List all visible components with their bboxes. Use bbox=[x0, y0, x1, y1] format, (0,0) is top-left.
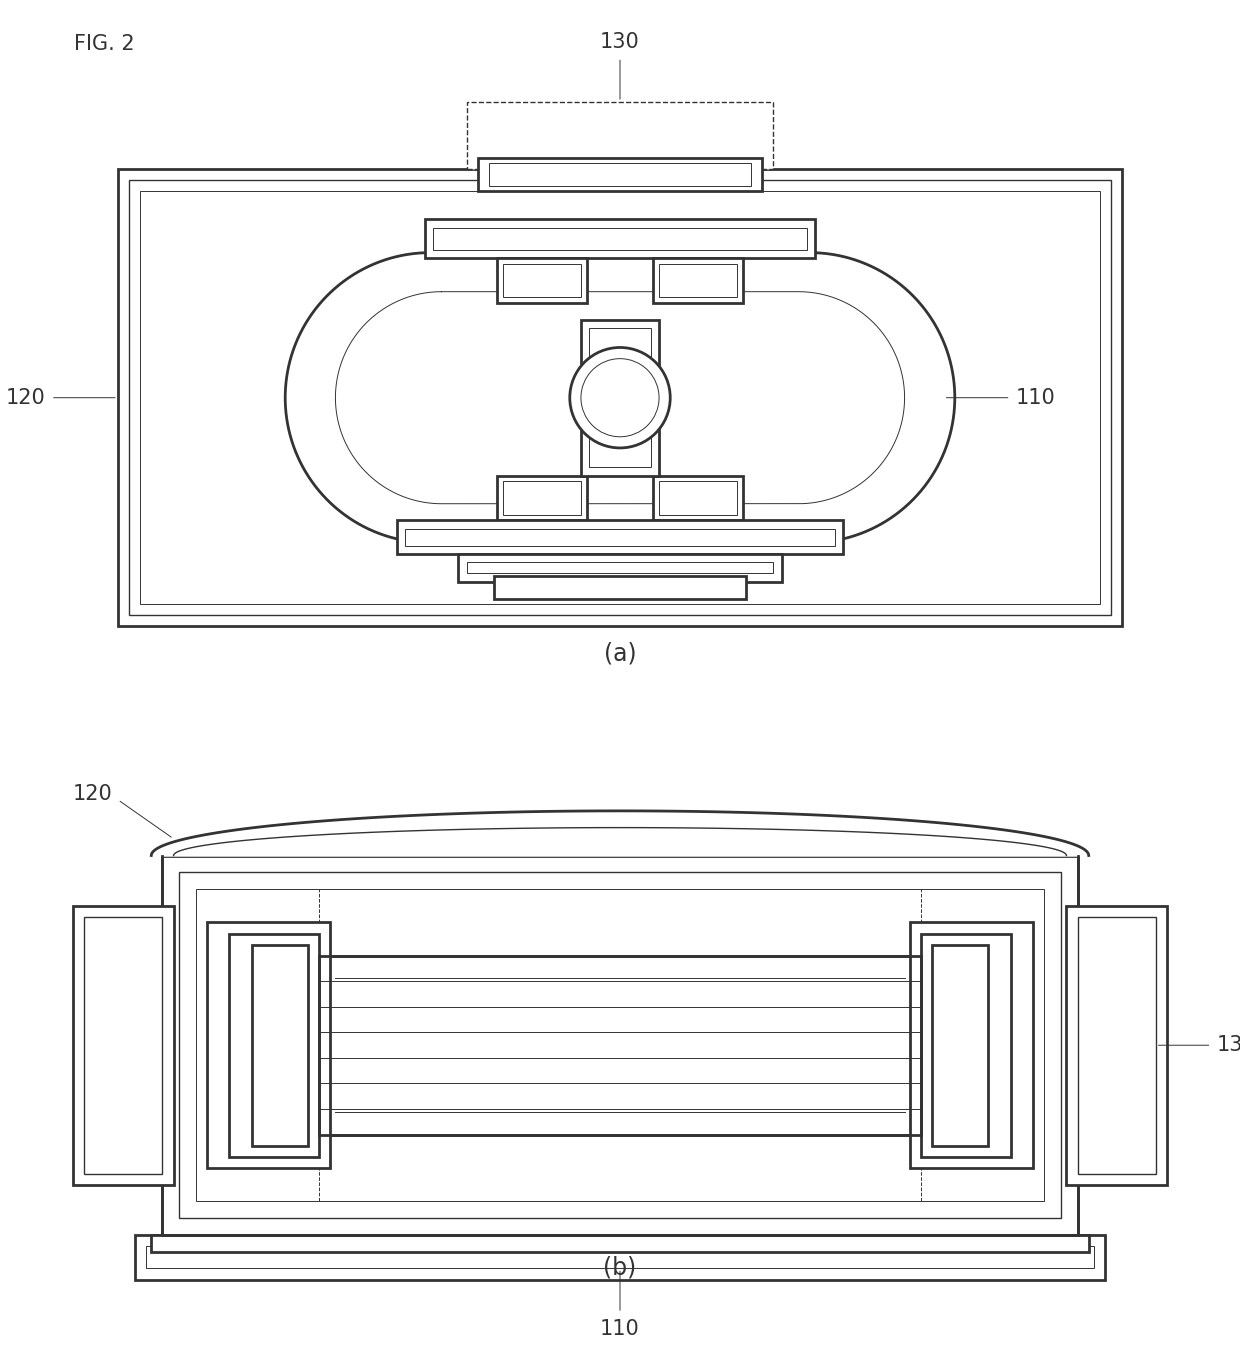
Bar bbox=[207, 923, 330, 1168]
Bar bbox=[932, 944, 988, 1145]
Text: 120: 120 bbox=[72, 784, 112, 804]
Bar bbox=[1066, 905, 1167, 1184]
Bar bbox=[489, 163, 751, 186]
Bar bbox=[140, 192, 1100, 604]
Bar bbox=[653, 476, 743, 521]
Bar bbox=[151, 1234, 1089, 1252]
Bar bbox=[477, 158, 763, 192]
Bar bbox=[653, 258, 743, 302]
Bar bbox=[495, 576, 745, 599]
Bar bbox=[497, 476, 587, 521]
Bar bbox=[129, 179, 1111, 615]
Text: (b): (b) bbox=[604, 1256, 636, 1280]
Bar bbox=[503, 482, 580, 515]
Bar bbox=[660, 482, 737, 515]
Text: FIG. 2: FIG. 2 bbox=[74, 34, 135, 54]
Bar bbox=[910, 923, 1033, 1168]
Bar bbox=[503, 264, 580, 297]
Text: 130: 130 bbox=[600, 32, 640, 51]
Bar bbox=[580, 320, 660, 476]
Polygon shape bbox=[336, 291, 904, 503]
Text: 110: 110 bbox=[600, 1319, 640, 1338]
Bar bbox=[921, 934, 1011, 1157]
Bar bbox=[466, 103, 774, 169]
Bar bbox=[405, 529, 835, 545]
Bar bbox=[252, 944, 308, 1145]
Circle shape bbox=[580, 359, 660, 437]
Bar bbox=[84, 917, 162, 1174]
Text: 110: 110 bbox=[1017, 387, 1056, 407]
Bar bbox=[229, 934, 319, 1157]
Bar bbox=[466, 563, 774, 573]
Bar bbox=[118, 169, 1122, 626]
Bar bbox=[135, 1234, 1106, 1280]
Bar bbox=[433, 228, 807, 250]
Bar bbox=[1078, 917, 1156, 1174]
Bar bbox=[424, 219, 816, 258]
Bar bbox=[589, 328, 651, 468]
Bar bbox=[319, 956, 921, 1135]
Circle shape bbox=[569, 348, 670, 448]
Bar bbox=[660, 264, 737, 297]
Bar bbox=[146, 1246, 1094, 1268]
Bar bbox=[180, 873, 1060, 1218]
Polygon shape bbox=[285, 252, 955, 542]
Bar bbox=[397, 521, 843, 554]
Text: 120: 120 bbox=[5, 387, 45, 407]
Bar bbox=[196, 889, 1044, 1202]
Text: (a): (a) bbox=[604, 642, 636, 665]
Bar bbox=[459, 554, 781, 581]
Bar bbox=[162, 855, 1078, 1234]
Text: 130: 130 bbox=[1216, 1035, 1240, 1055]
Bar bbox=[73, 905, 174, 1184]
Bar bbox=[497, 258, 587, 302]
